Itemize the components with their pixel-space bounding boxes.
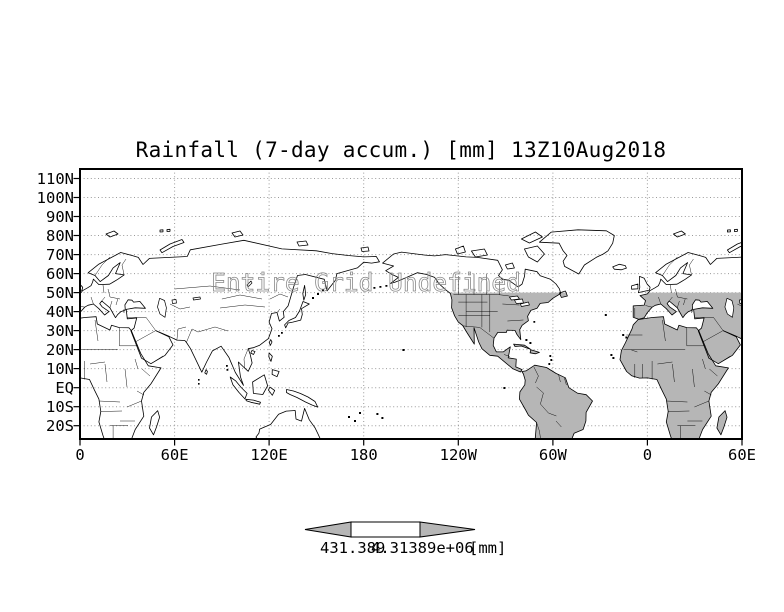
lat-label: 50N xyxy=(46,283,74,302)
lat-label: 70N xyxy=(46,245,74,264)
lon-label: 60E xyxy=(160,446,189,464)
lat-label: 80N xyxy=(46,226,74,245)
colorbar xyxy=(304,521,476,538)
land-shading xyxy=(383,229,784,457)
colorbar-unit: [mm] xyxy=(469,539,507,557)
lat-label: 40N xyxy=(46,302,74,321)
undefined-grid-watermark: Entire Grid Undefined xyxy=(211,268,521,297)
lat-label: 20N xyxy=(46,340,74,359)
lat-label: 10N xyxy=(46,359,74,378)
lat-label: 100N xyxy=(36,188,74,207)
colorbar-box xyxy=(350,521,421,538)
plot-title: Rainfall (7-day accum.) [mm] 13Z10Aug201… xyxy=(135,138,667,162)
colorbar-label-left: 431.389 xyxy=(320,539,386,557)
lat-label: EQ xyxy=(55,378,74,397)
lat-label: 60N xyxy=(46,264,74,283)
colorbar-label-right: 4.31389e+06 xyxy=(371,539,474,557)
lon-label: 120E xyxy=(250,446,288,464)
lon-label: 0 xyxy=(75,446,85,464)
lon-label: 120W xyxy=(439,446,477,464)
lon-label: 180 xyxy=(349,446,378,464)
world-map: Entire Grid Undefined xyxy=(73,168,743,446)
gridlines xyxy=(80,169,742,439)
lat-label: 10S xyxy=(46,397,74,416)
lon-label: 60E xyxy=(728,446,756,464)
lat-label: 110N xyxy=(36,169,74,188)
axis-ticks xyxy=(73,177,743,446)
lon-label: 60W xyxy=(538,446,567,464)
colorbar-right-arrow xyxy=(419,521,476,538)
lon-label: 0 xyxy=(642,446,653,464)
lat-label: 90N xyxy=(46,207,74,226)
lat-label: 20S xyxy=(46,416,74,435)
map-frame xyxy=(79,168,743,440)
colorbar-left-arrow xyxy=(304,521,352,538)
lat-label: 30N xyxy=(46,321,74,340)
